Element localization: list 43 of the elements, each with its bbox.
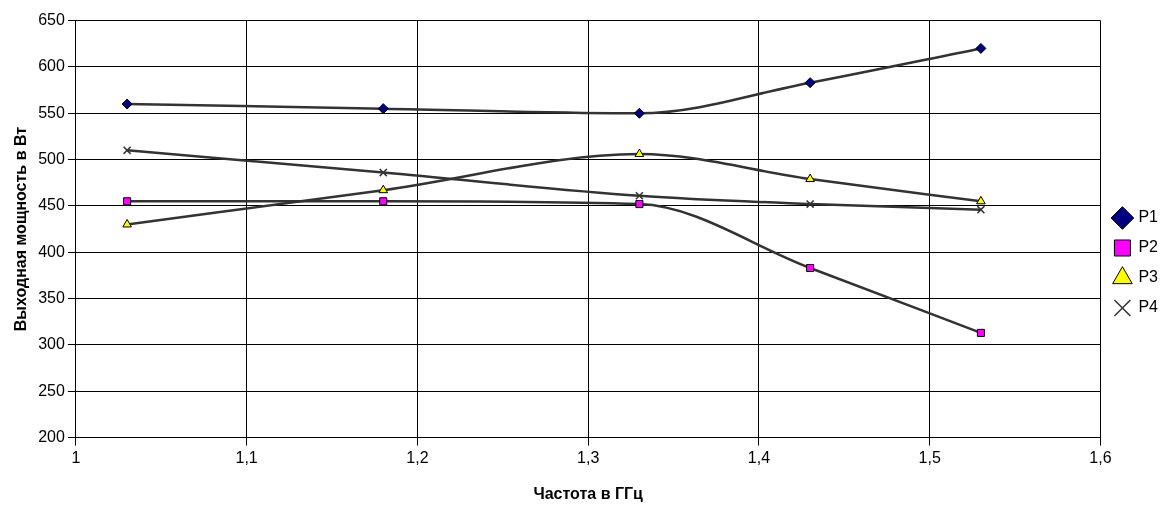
point: [805, 173, 815, 183]
point: [976, 205, 986, 214]
point: [806, 263, 815, 273]
y-tick-label: 600: [38, 57, 65, 75]
point: [976, 328, 985, 337]
point: [377, 103, 389, 115]
y-tick-label: 200: [38, 428, 65, 446]
y-tick-label: 250: [38, 381, 65, 399]
x-axis-title: Частота в ГГц: [533, 484, 644, 502]
point: [805, 199, 815, 209]
y-tick-label: 300: [38, 335, 65, 353]
x-tick-label: 1,4: [747, 448, 771, 466]
point: [635, 200, 644, 209]
legend-label: P3: [1138, 268, 1159, 286]
y-tick-label: 450: [38, 196, 65, 214]
point: [804, 77, 816, 89]
point: [634, 148, 645, 158]
x-tick-label: 1,1: [235, 448, 258, 466]
point: [123, 197, 132, 206]
y-tick-label: 500: [38, 150, 65, 168]
point: [122, 146, 132, 155]
x-tick-label: 1,6: [1089, 448, 1112, 466]
y-tick-label: 550: [38, 103, 65, 121]
x-tick-label: 1,5: [918, 448, 941, 466]
y-tick-label: 350: [38, 289, 65, 307]
point: [633, 107, 645, 119]
point: [121, 98, 133, 110]
point: [379, 197, 388, 206]
point: [635, 191, 644, 201]
point: [378, 184, 389, 194]
x-tick-label: 1,3: [577, 448, 600, 466]
point: [976, 195, 986, 205]
point: [975, 42, 987, 54]
legend-label: P4: [1138, 298, 1159, 316]
y-tick-label: 400: [38, 242, 65, 260]
legend-label: P1: [1138, 208, 1159, 226]
x-tick-label: 1,2: [406, 448, 429, 466]
point: [378, 168, 388, 177]
y-axis-title: Выходная мощность в Вт: [12, 126, 30, 332]
point: [122, 218, 132, 228]
x-tick-label: 1: [71, 448, 81, 466]
y-tick-label: 650: [38, 11, 65, 29]
legend-label: P2: [1138, 238, 1159, 256]
